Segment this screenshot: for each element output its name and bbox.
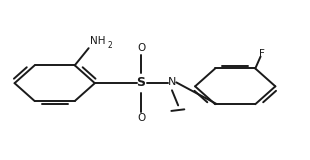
Text: O: O — [137, 113, 145, 123]
Text: F: F — [259, 49, 264, 59]
Text: NH: NH — [90, 36, 106, 46]
Text: 2: 2 — [107, 41, 112, 50]
Text: S: S — [137, 76, 146, 89]
Text: O: O — [137, 43, 145, 53]
Text: N: N — [168, 77, 176, 87]
